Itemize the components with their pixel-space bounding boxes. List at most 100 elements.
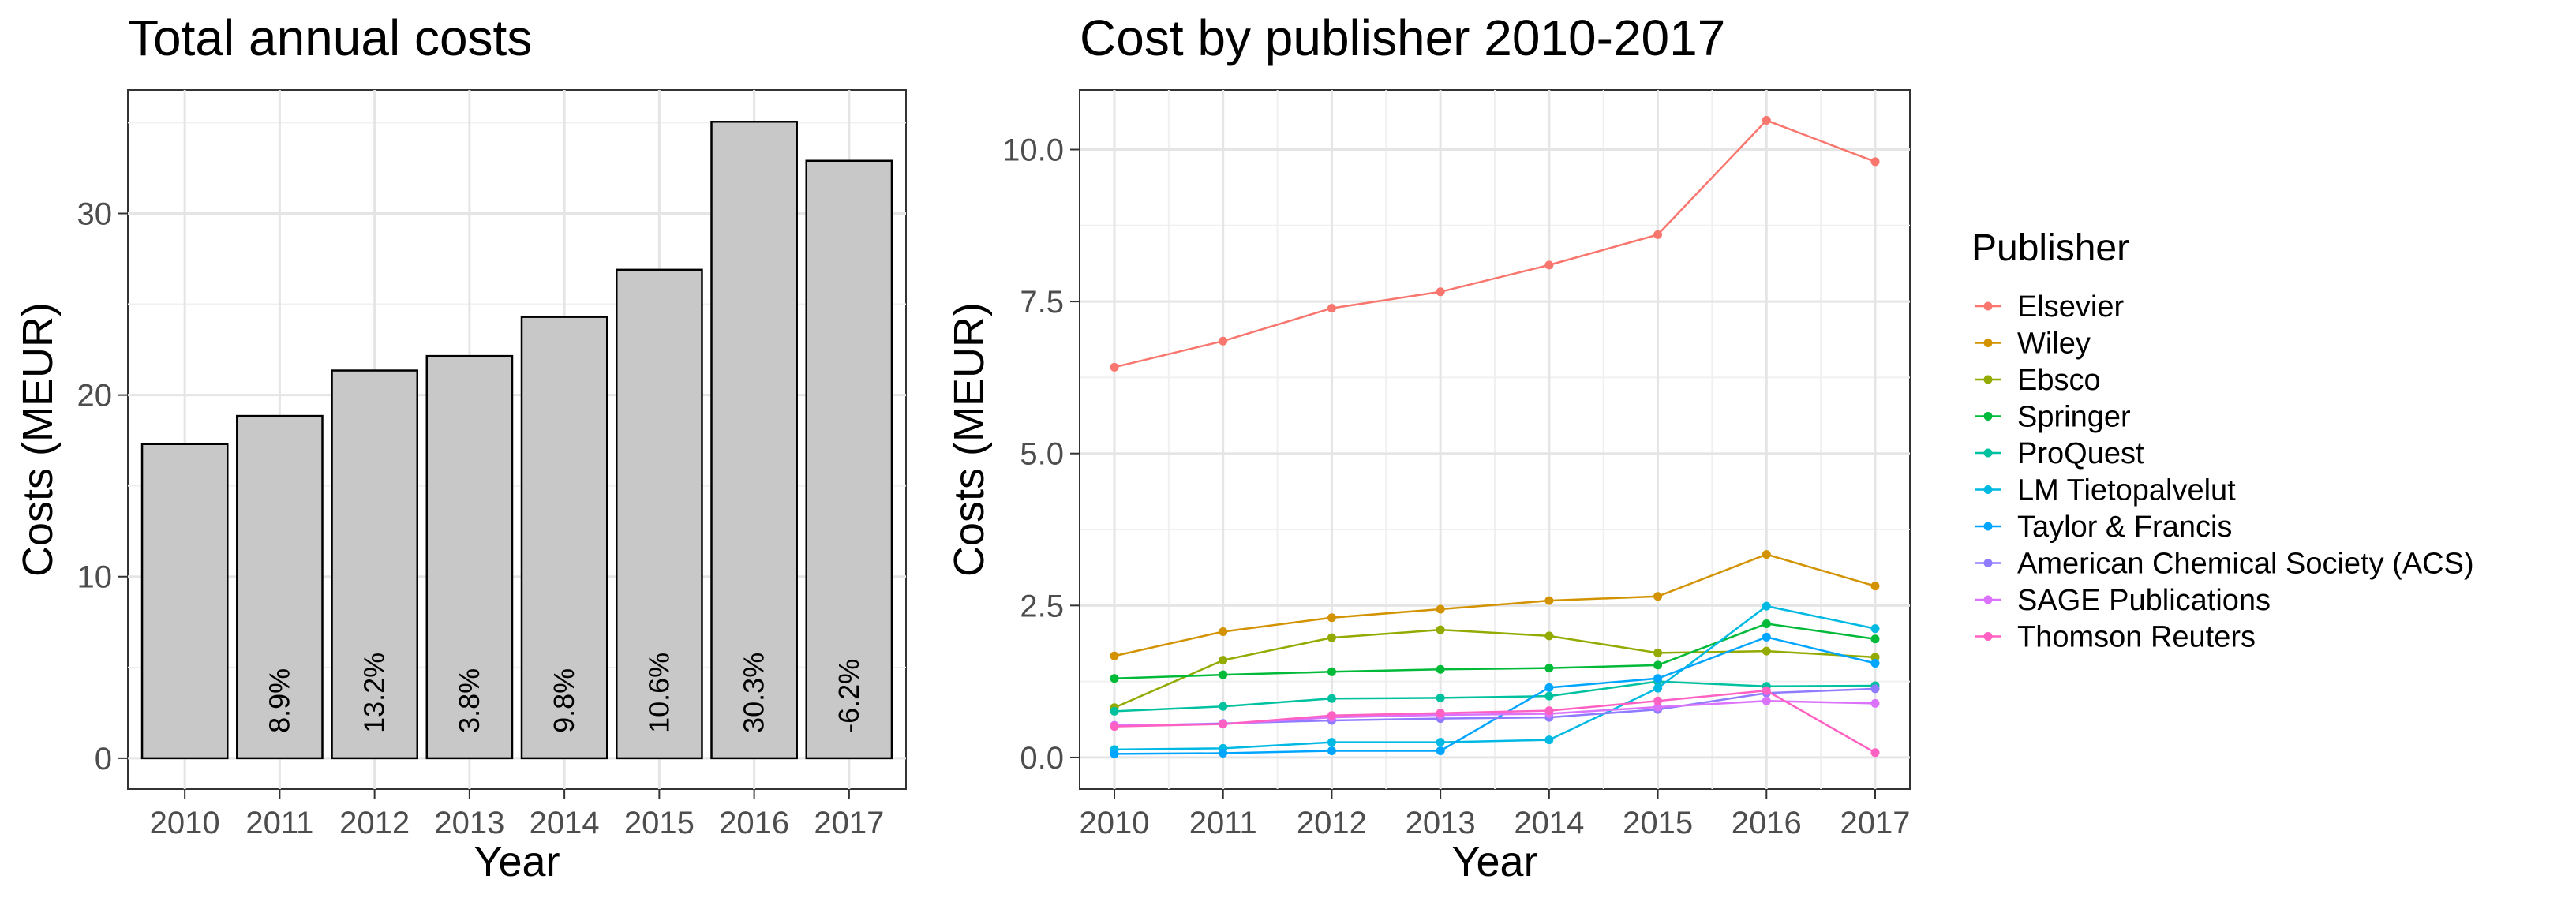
data-point (1436, 738, 1445, 747)
data-point (1544, 631, 1554, 641)
line-chart-series (1110, 116, 1880, 758)
data-point (1762, 619, 1771, 628)
line-chart-x-axis-title: Year (1451, 838, 1537, 885)
data-point (1436, 664, 1445, 674)
y-tick-label: 30 (77, 196, 113, 231)
data-point (1327, 694, 1336, 703)
bar-chart-x-ticks: 2010 2011 2012 2013 2014 2015 2016 2017 (150, 789, 884, 840)
bar-label: 13.2% (358, 653, 391, 733)
legend-key-point (1983, 485, 1993, 494)
data-point (1653, 660, 1663, 670)
x-tick-label: 2011 (1189, 806, 1257, 840)
legend-label: Elsevier (2017, 290, 2124, 324)
x-tick-label: 2017 (814, 806, 884, 840)
data-point (1762, 116, 1771, 125)
line-chart-title: Cost by publisher 2010-2017 (1080, 9, 1725, 66)
data-point (1870, 653, 1880, 662)
data-point (1870, 157, 1880, 167)
data-point (1219, 702, 1228, 711)
y-tick-label: 2.5 (1020, 589, 1064, 623)
series-line (1114, 553, 1876, 657)
line-chart-y-ticks: 0.0 2.5 5.0 7.5 10.0 (1002, 133, 1080, 776)
series-line (1114, 623, 1876, 680)
x-tick-label: 2014 (1514, 806, 1584, 840)
data-point (1653, 674, 1663, 683)
legend-item: American Chemical Society (ACS) (1975, 548, 2474, 581)
legend-key-point (1983, 559, 1993, 567)
bar (710, 121, 798, 760)
data-point (1327, 613, 1336, 623)
bar (331, 369, 418, 760)
bar-chart: Total annual costs 8.9% 13.2% 3.8% 9.8% 10.6… (14, 9, 907, 885)
data-point (1327, 711, 1336, 720)
y-tick-label: 10 (77, 560, 113, 595)
legend-key-point (1983, 448, 1993, 458)
data-point (1653, 592, 1663, 601)
data-point (1544, 691, 1554, 701)
series-elsevier (1110, 116, 1880, 372)
y-tick-label: 0 (95, 742, 112, 776)
data-point (1870, 634, 1880, 644)
bar-chart-bar-labels: 8.9% 13.2% 3.8% 9.8% 10.6% 30.3% -6.2% (263, 653, 864, 733)
legend-label: ProQuest (2017, 437, 2144, 470)
data-point (1219, 670, 1228, 679)
bar-chart-bars (140, 121, 893, 760)
data-point (1870, 659, 1880, 668)
x-tick-label: 2015 (1623, 806, 1693, 840)
data-point (1110, 362, 1119, 372)
legend-key-point (1983, 375, 1993, 384)
legend-label: LM Tietopalvelut (2017, 474, 2236, 507)
legend-item: Elsevier (1975, 290, 2124, 324)
legend-item: Wiley (1975, 327, 2091, 361)
data-point (1870, 582, 1880, 591)
line-chart-grid (1080, 90, 1910, 789)
x-tick-label: 2013 (1406, 806, 1476, 840)
data-point (1870, 748, 1880, 758)
data-point (1110, 706, 1119, 716)
legend-item: LM Tietopalvelut (1975, 474, 2236, 507)
x-tick-label: 2010 (150, 806, 220, 840)
data-point (1110, 749, 1119, 758)
x-tick-label: 2011 (245, 806, 313, 840)
data-point (1436, 287, 1445, 297)
bar (805, 159, 893, 760)
bar-label: 3.8% (453, 668, 485, 733)
legend-label: Ebsco (2017, 364, 2101, 397)
data-point (1436, 693, 1445, 702)
legend-label: Wiley (2017, 327, 2091, 361)
series-line (1114, 628, 1876, 709)
x-tick-label: 2015 (624, 806, 695, 840)
legend-item: ProQuest (1975, 437, 2144, 470)
bar-chart-x-axis-title: Year (474, 838, 560, 885)
data-point (1327, 633, 1336, 642)
y-tick-label: 0.0 (1020, 741, 1064, 776)
line-chart-x-ticks: 2010 2011 2012 2013 2014 2015 2016 2017 (1080, 789, 1911, 840)
bar-label: 8.9% (263, 668, 295, 733)
x-tick-label: 2010 (1080, 806, 1150, 840)
x-tick-label: 2017 (1840, 806, 1911, 840)
data-point (1110, 722, 1119, 732)
data-point (1219, 336, 1228, 346)
x-tick-label: 2013 (434, 806, 504, 840)
bar (140, 443, 229, 760)
legend-item: Springer (1975, 401, 2131, 434)
legend-key-point (1983, 632, 1993, 641)
bar-label: 10.6% (642, 653, 675, 733)
data-point (1544, 260, 1554, 270)
y-tick-label: 10.0 (1002, 133, 1064, 168)
data-point (1653, 648, 1663, 657)
data-point (1327, 304, 1336, 313)
data-point (1436, 604, 1445, 614)
data-point (1870, 684, 1880, 694)
y-tick-label: 5.0 (1020, 437, 1064, 472)
data-point (1544, 735, 1554, 745)
data-point (1762, 696, 1771, 705)
line-chart: Cost by publisher 2010-2017 0.0 2.5 5.0 7.5… (945, 9, 2474, 885)
data-point (1653, 696, 1663, 705)
data-point (1219, 627, 1228, 636)
data-point (1327, 667, 1336, 676)
series-line (1114, 604, 1876, 751)
data-point (1544, 596, 1554, 605)
series-taylor-francis (1110, 632, 1880, 758)
